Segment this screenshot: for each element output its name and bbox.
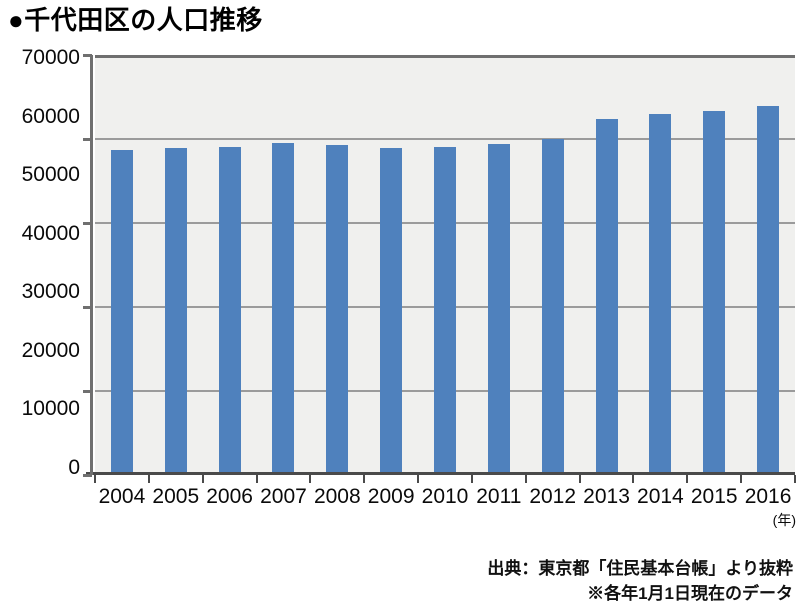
bar-2009: [380, 148, 403, 472]
y-axis-label: 10000: [21, 397, 80, 420]
x-axis-unit-label: (年): [772, 512, 796, 528]
x-axis-tick: [417, 475, 420, 483]
bar-2013: [595, 119, 618, 472]
x-axis-tick: [363, 475, 366, 483]
x-axis-tick: [686, 475, 689, 483]
x-axis-label-2014: 2014: [637, 485, 684, 508]
bar-2015: [703, 111, 726, 472]
x-axis-tick: [632, 475, 635, 483]
x-axis-label-2009: 2009: [367, 485, 415, 508]
y-axis-label: 50000: [21, 163, 80, 186]
x-axis-tick: [740, 475, 743, 483]
x-axis-tick: [470, 475, 473, 483]
bar-2007: [272, 143, 295, 472]
y-axis-label: 30000: [21, 280, 80, 303]
bar-2016: [757, 106, 780, 472]
x-axis-label-2007: 2007: [260, 485, 307, 508]
x-axis-tick: [147, 475, 150, 483]
x-axis-label-2011: 2011: [476, 485, 522, 508]
bar-2010: [434, 147, 456, 472]
data-date-note: ※各年1月1日現在のデータ: [587, 584, 793, 602]
y-axis-tick: [83, 222, 92, 225]
x-axis-label-2016: 2016: [744, 485, 792, 508]
x-axis-tick: [255, 475, 258, 483]
y-axis-label: 60000: [21, 104, 80, 128]
x-axis-label-2012: 2012: [529, 485, 577, 508]
bar-2011: [487, 144, 510, 472]
y-axis-tick: [83, 54, 92, 57]
x-axis-label-2015: 2015: [690, 485, 738, 508]
y-axis-label: 40000: [21, 221, 80, 245]
x-axis-tick: [794, 475, 796, 483]
bar-2006: [218, 147, 241, 472]
bar-2005: [164, 148, 187, 472]
chart-title: ●千代田区の人口推移: [8, 5, 263, 35]
x-axis-label-2005: 2005: [152, 485, 200, 508]
bar-2004: [110, 150, 133, 472]
y-axis-label: 70000: [21, 46, 80, 69]
bar-2012: [541, 139, 564, 472]
y-axis-tick: [83, 306, 92, 309]
x-axis-line: [86, 472, 795, 475]
bar-2008: [326, 145, 349, 472]
y-axis-label: 0: [68, 455, 80, 479]
x-axis-tick: [94, 475, 96, 483]
y-axis-label: 20000: [21, 338, 80, 362]
x-axis-label-2006: 2006: [206, 485, 253, 508]
x-axis-label-2013: 2013: [583, 485, 630, 508]
y-axis-tick: [83, 138, 92, 141]
bar-2014: [649, 114, 672, 472]
source-note: 出典：東京都「住民基本台帳」より抜粋: [487, 559, 793, 578]
x-axis-tick: [578, 475, 581, 483]
plot-top-border: [95, 55, 795, 58]
gridline: [95, 138, 795, 140]
x-axis-tick: [309, 475, 312, 483]
y-axis-line: [90, 55, 93, 475]
plot-area: [86, 55, 795, 475]
x-axis-tick: [524, 475, 527, 483]
x-axis-label-2010: 2010: [421, 485, 469, 508]
x-axis-tick: [201, 475, 204, 483]
x-axis-label-2004: 2004: [98, 485, 146, 508]
x-axis-label-2008: 2008: [313, 485, 361, 508]
y-axis-tick: [83, 474, 92, 477]
y-axis-tick: [83, 390, 92, 393]
